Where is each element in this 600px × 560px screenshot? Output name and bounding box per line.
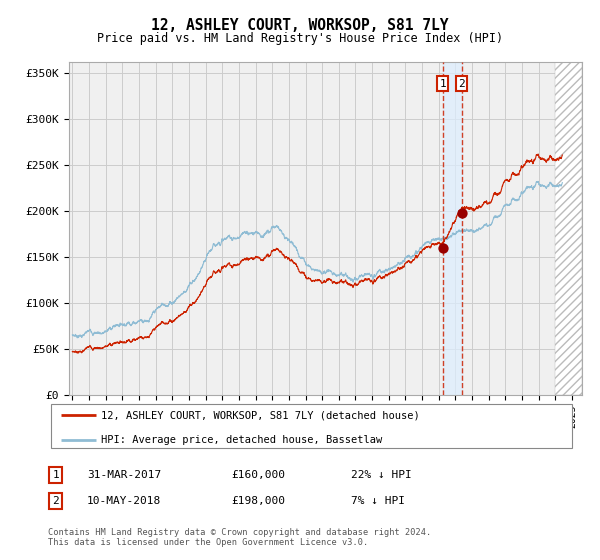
- Text: 10-MAY-2018: 10-MAY-2018: [87, 496, 161, 506]
- Text: 12, ASHLEY COURT, WORKSOP, S81 7LY: 12, ASHLEY COURT, WORKSOP, S81 7LY: [151, 18, 449, 33]
- Text: 12, ASHLEY COURT, WORKSOP, S81 7LY (detached house): 12, ASHLEY COURT, WORKSOP, S81 7LY (deta…: [101, 410, 419, 421]
- Text: HPI: Average price, detached house, Bassetlaw: HPI: Average price, detached house, Bass…: [101, 435, 382, 445]
- FancyBboxPatch shape: [50, 404, 572, 449]
- Text: 2: 2: [52, 496, 59, 506]
- Text: 1: 1: [52, 470, 59, 480]
- Bar: [443, 62, 461, 395]
- Text: 2: 2: [458, 79, 465, 88]
- Point: [438, 243, 448, 252]
- Text: 7% ↓ HPI: 7% ↓ HPI: [351, 496, 405, 506]
- Text: 22% ↓ HPI: 22% ↓ HPI: [351, 470, 412, 480]
- Text: 1: 1: [439, 79, 446, 88]
- Text: £160,000: £160,000: [231, 470, 285, 480]
- Text: £198,000: £198,000: [231, 496, 285, 506]
- Point: [457, 208, 466, 217]
- Text: 31-MAR-2017: 31-MAR-2017: [87, 470, 161, 480]
- Text: Price paid vs. HM Land Registry's House Price Index (HPI): Price paid vs. HM Land Registry's House …: [97, 32, 503, 45]
- Text: Contains HM Land Registry data © Crown copyright and database right 2024.
This d: Contains HM Land Registry data © Crown c…: [48, 528, 431, 547]
